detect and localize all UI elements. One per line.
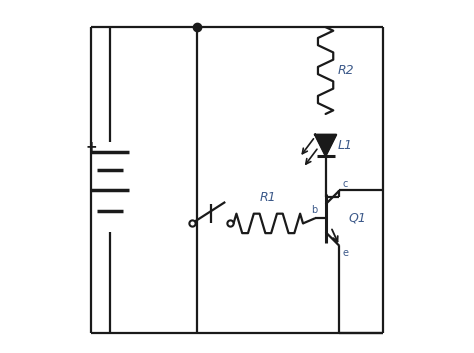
Text: e: e [342, 248, 348, 258]
Polygon shape [315, 135, 336, 156]
Text: R2: R2 [338, 64, 355, 77]
Text: c: c [342, 179, 347, 189]
Text: L1: L1 [338, 139, 353, 152]
Text: Q1: Q1 [348, 212, 366, 225]
Text: R1: R1 [260, 191, 277, 204]
Text: +: + [85, 140, 97, 154]
Text: b: b [310, 205, 317, 215]
